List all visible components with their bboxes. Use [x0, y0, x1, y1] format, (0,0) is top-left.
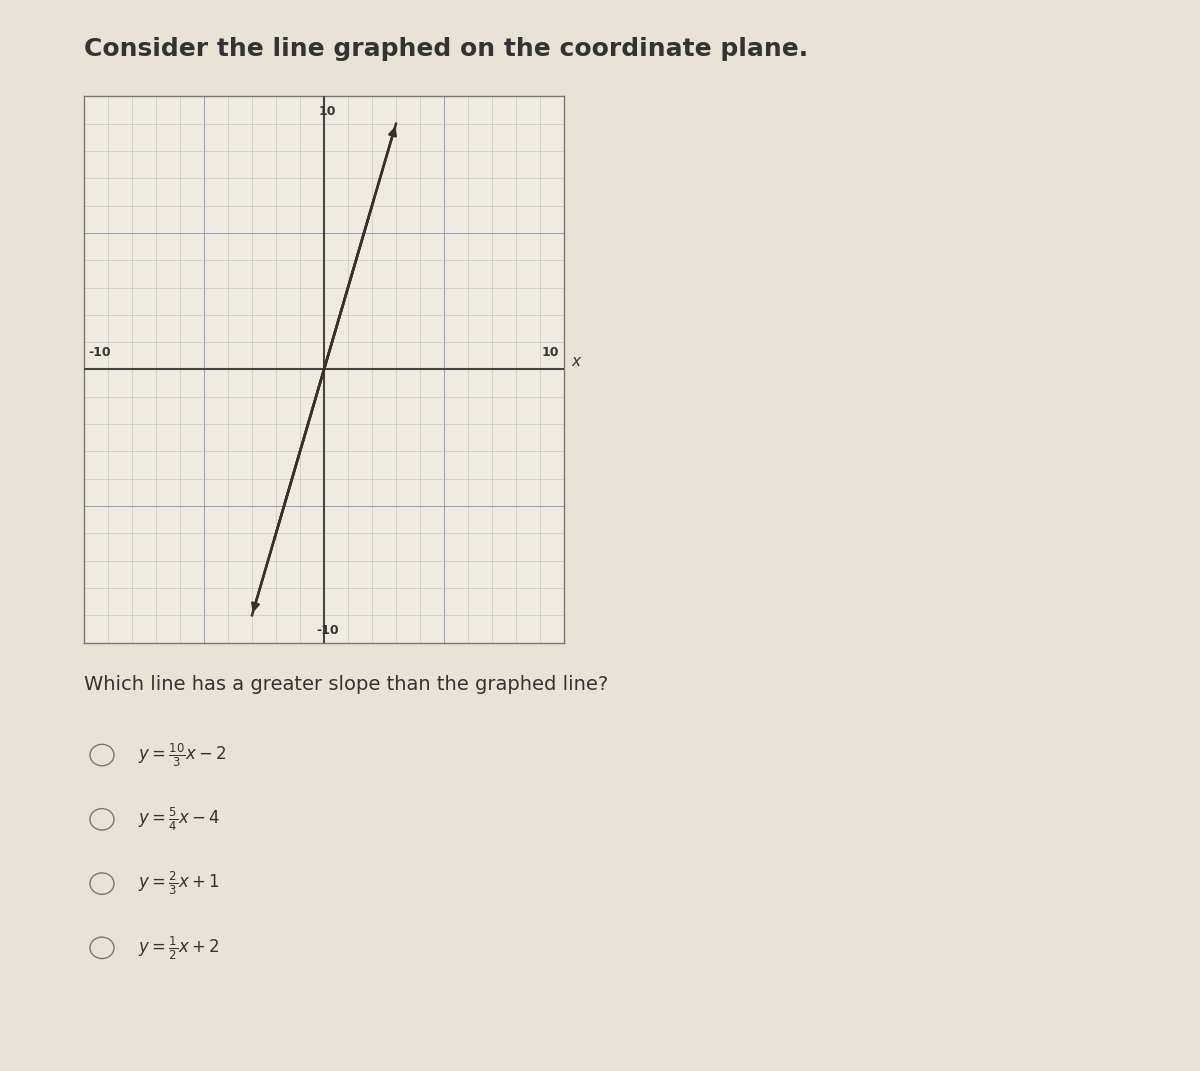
- Text: -10: -10: [317, 624, 338, 637]
- Text: $y = \frac{10}{3}x - 2$: $y = \frac{10}{3}x - 2$: [138, 741, 227, 769]
- Text: x: x: [571, 353, 581, 368]
- Text: -10: -10: [89, 346, 112, 359]
- Text: $y = \frac{5}{4}x - 4$: $y = \frac{5}{4}x - 4$: [138, 805, 220, 833]
- Text: Which line has a greater slope than the graphed line?: Which line has a greater slope than the …: [84, 675, 608, 694]
- Text: Consider the line graphed on the coordinate plane.: Consider the line graphed on the coordin…: [84, 37, 808, 61]
- Text: $y = \frac{2}{3}x + 1$: $y = \frac{2}{3}x + 1$: [138, 870, 220, 897]
- Text: 10: 10: [319, 105, 336, 118]
- Text: 10: 10: [541, 346, 559, 359]
- Text: $y = \frac{1}{2}x + 2$: $y = \frac{1}{2}x + 2$: [138, 934, 220, 962]
